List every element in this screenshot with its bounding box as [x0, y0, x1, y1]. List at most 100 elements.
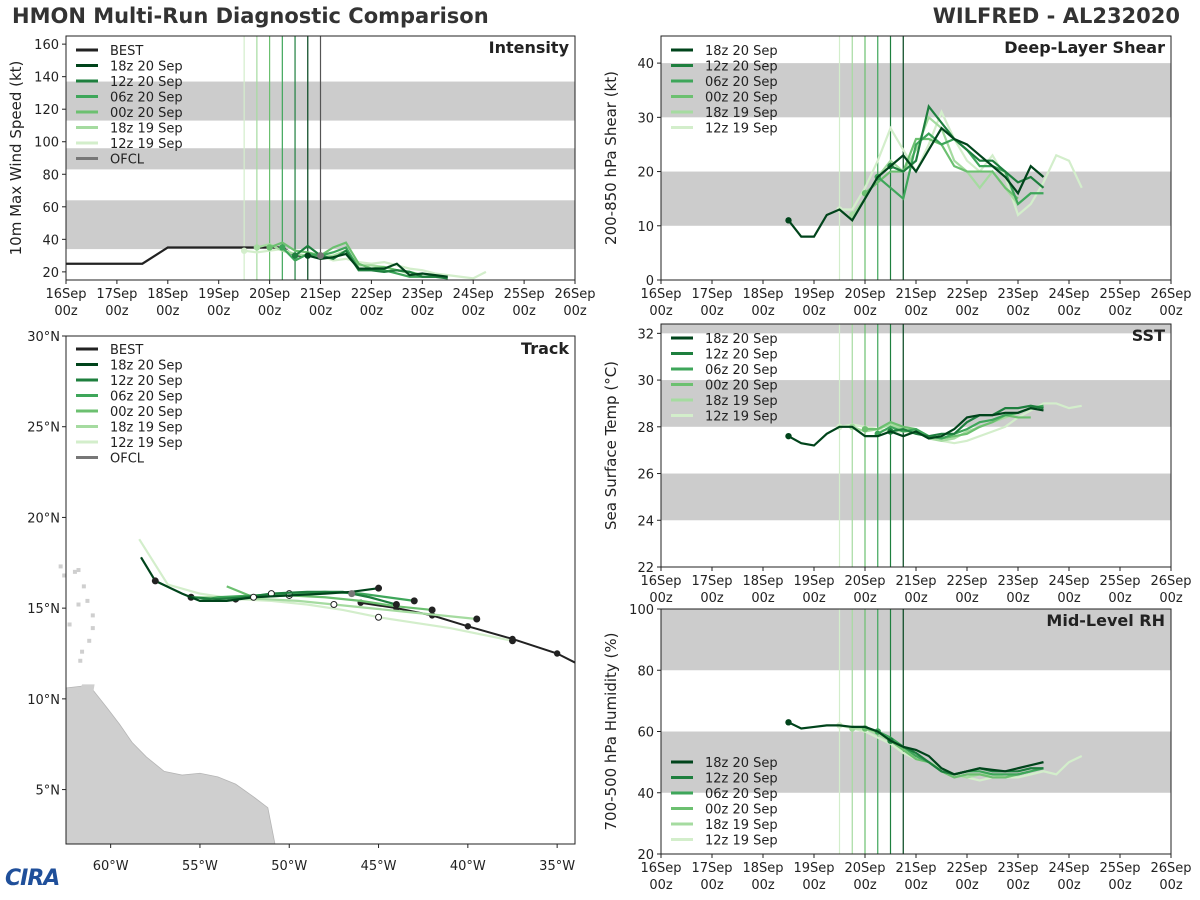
track-legend-label: 18z 19 Sep [110, 421, 183, 436]
sst-legend-label: 12z 19 Sep [705, 410, 778, 425]
track-best-point [464, 623, 472, 630]
sst-panel-title: SST [1132, 326, 1165, 345]
intensity-ytick-label: 40 [42, 233, 59, 248]
intensity-legend-label: OFCL [110, 153, 145, 168]
rh-ytick-label: 100 [629, 603, 654, 618]
sst-xtick-label: 00z [1159, 591, 1183, 606]
intensity-series-start-marker [266, 244, 273, 251]
sst-xtick-label: 00z [802, 591, 826, 606]
shear-xtick-label: 19Sep [793, 287, 834, 302]
land-island [78, 658, 83, 663]
shear-xtick-label: 00z [700, 304, 724, 319]
track-position-marker [375, 584, 383, 592]
rh-ylabel: 700-500 hPa Humidity (%) [602, 632, 620, 830]
rh-xtick-label: 00z [649, 878, 673, 893]
shear-xtick-label: 00z [853, 304, 877, 319]
rh-xtick-label: 00z [853, 878, 877, 893]
track-position-marker [508, 637, 516, 645]
sst-ytick-label: 30 [637, 374, 654, 389]
intensity-ylabel: 10m Max Wind Speed (kt) [7, 61, 25, 256]
shear-legend-label: 00z 20 Sep [705, 91, 778, 106]
rh-xtick-label: 17Sep [691, 861, 732, 876]
shear-series-line [787, 126, 1045, 238]
rh-xtick-label: 20Sep [844, 861, 885, 876]
sst-xtick-label: 00z [649, 591, 673, 606]
shear-ytick-label: 30 [637, 111, 654, 126]
shear-shade-band [661, 63, 1171, 118]
land-island [90, 626, 95, 631]
sst-xtick-label: 20Sep [844, 574, 885, 589]
intensity-xtick-label: 00z [360, 304, 384, 319]
sst-legend-label: 18z 20 Sep [705, 332, 778, 347]
shear-xtick-label: 00z [955, 304, 979, 319]
track-position-marker [428, 606, 436, 614]
sst-ylabel: Sea Surface Temp (°C) [602, 361, 620, 530]
sst-panel: 22 24 26 28 30 32 16Sep 00z 17Sep 00z 18Sep 00z 19Se… [602, 323, 1192, 606]
intensity-ofcl-marker [317, 252, 324, 260]
track-ytick-label: 20°N [27, 511, 60, 526]
sst-xtick-label: 21Sep [895, 574, 936, 589]
intensity-ytick-label: 100 [34, 136, 59, 151]
sst-ytick-label: 26 [637, 468, 654, 483]
track-ytick-label: 30°N [27, 330, 60, 345]
intensity-xtick-label: 22Sep [351, 287, 392, 302]
intensity-legend-label: 18z 19 Sep [110, 122, 183, 137]
cira-logo: CIRA [5, 866, 60, 891]
sst-xtick-label: 00z [853, 591, 877, 606]
shear-xtick-label: 23Sep [997, 287, 1038, 302]
shear-xtick-label: 00z [1006, 304, 1030, 319]
intensity-legend-label: 12z 20 Sep [110, 75, 183, 90]
shear-xtick-label: 18Sep [742, 287, 783, 302]
track-position-marker [151, 577, 159, 585]
intensity-xtick-label: 00z [309, 304, 333, 319]
rh-xtick-label: 00z [1006, 878, 1030, 893]
intensity-xtick-label: 18Sep [147, 287, 188, 302]
sst-legend-label: 06z 20 Sep [705, 363, 778, 378]
shear-ytick-label: 0 [646, 274, 654, 289]
intensity-ytick-label: 120 [34, 103, 59, 118]
sst-xtick-label: 00z [1057, 591, 1081, 606]
intensity-xtick-label: 00z [54, 304, 78, 319]
shear-ylabel: 200-850 hPa Shear (kt) [602, 71, 620, 245]
rh-xtick-label: 16Sep [640, 861, 681, 876]
shear-legend-label: 12z 20 Sep [705, 60, 778, 75]
shear-xtick-label: 00z [751, 304, 775, 319]
rh-panel: 20 40 60 80 100 16Sep 00z 17Sep 00z 18Sep 00z 19Sep… [602, 603, 1192, 893]
intensity-xtick-label: 00z [462, 304, 486, 319]
shear-xtick-label: 24Sep [1048, 287, 1089, 302]
track-xtick-label: 50°W [271, 859, 307, 874]
track-plot-area [66, 336, 575, 844]
shear-panel: 0 10 20 30 40 16Sep 00z 17Sep 00z 18Sep 00z 19Sep 00… [602, 35, 1192, 319]
sst-xtick-label: 23Sep [997, 574, 1038, 589]
intensity-xtick-label: 00z [105, 304, 129, 319]
track-ytick-label: 10°N [27, 693, 60, 708]
rh-series-start-marker [785, 719, 792, 726]
rh-ytick-label: 60 [637, 726, 654, 741]
intensity-xtick-label: 17Sep [96, 287, 137, 302]
intensity-legend-label: 06z 20 Sep [110, 91, 183, 106]
rh-legend-label: 12z 20 Sep [705, 772, 778, 787]
sst-series-line [787, 406, 1044, 447]
track-series-line [190, 590, 397, 606]
shear-legend-label: 06z 20 Sep [705, 75, 778, 90]
intensity-legend-label: 18z 20 Sep [110, 60, 183, 75]
sst-xtick-label: 25Sep [1099, 574, 1140, 589]
track-panel-title: Track [521, 339, 569, 358]
intensity-xtick-label: 00z [156, 304, 180, 319]
sst-xtick-label: 00z [1108, 591, 1132, 606]
land-trinidad [76, 684, 95, 698]
intensity-series-start-marker [291, 252, 299, 259]
intensity-xtick-label: 00z [411, 304, 435, 319]
intensity-ytick-label: 140 [34, 71, 59, 86]
track-series-line [138, 538, 513, 642]
shear-xtick-label: 00z [904, 304, 928, 319]
track-legend-label: OFCL [110, 452, 145, 467]
rh-legend-label: 18z 20 Sep [705, 756, 778, 771]
sst-xtick-label: 00z [700, 591, 724, 606]
sst-shade-band [661, 380, 1171, 427]
intensity-xtick-label: 26Sep [554, 287, 595, 302]
sst-series-start-marker [785, 432, 792, 440]
rh-ytick-label: 80 [637, 664, 654, 679]
sst-ytick-label: 24 [637, 514, 654, 529]
intensity-ytick-label: 80 [42, 168, 59, 183]
